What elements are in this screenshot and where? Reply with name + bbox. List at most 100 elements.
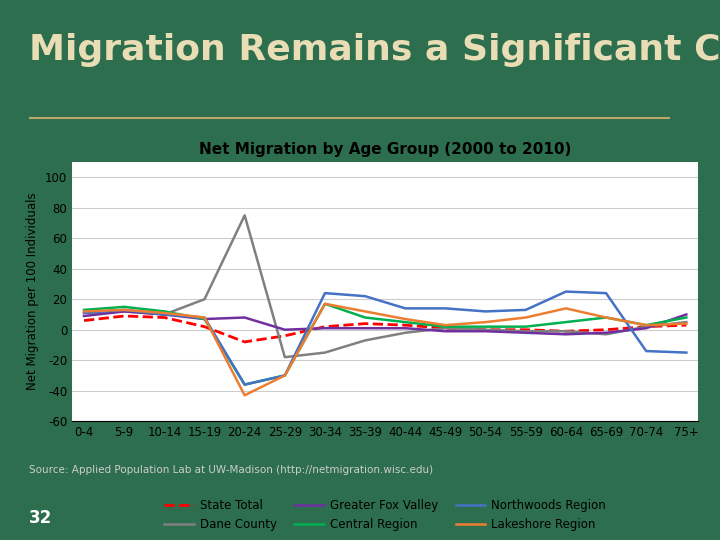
Northwoods Region bbox=[481, 308, 490, 315]
Northwoods Region bbox=[281, 372, 289, 379]
Lakeshore Region bbox=[361, 308, 369, 315]
Line: Northwoods Region: Northwoods Region bbox=[84, 292, 686, 384]
Northwoods Region bbox=[441, 305, 450, 312]
Northwoods Region bbox=[401, 305, 410, 312]
Lakeshore Region bbox=[602, 314, 611, 321]
Line: Central Region: Central Region bbox=[84, 304, 686, 384]
Dane County bbox=[401, 329, 410, 336]
Central Region bbox=[682, 314, 690, 321]
State Total bbox=[320, 323, 329, 330]
State Total bbox=[240, 339, 249, 345]
Text: 32: 32 bbox=[29, 509, 52, 528]
Dane County bbox=[682, 319, 690, 325]
Legend: State Total, Dane County, Greater Fox Valley, Central Region, Northwoods Region,: State Total, Dane County, Greater Fox Va… bbox=[160, 495, 611, 536]
Greater Fox Valley bbox=[240, 314, 249, 321]
Northwoods Region bbox=[80, 310, 89, 316]
Text: Source: Applied Population Lab at UW-Madison (http://netmigration.wisc.edu): Source: Applied Population Lab at UW-Mad… bbox=[29, 464, 433, 475]
Line: Dane County: Dane County bbox=[84, 215, 686, 357]
State Total bbox=[562, 328, 570, 334]
Central Region bbox=[642, 322, 651, 328]
Greater Fox Valley bbox=[361, 325, 369, 332]
Lakeshore Region bbox=[240, 392, 249, 399]
Greater Fox Valley bbox=[200, 316, 209, 322]
State Total bbox=[80, 318, 89, 324]
Lakeshore Region bbox=[682, 320, 690, 327]
Central Region bbox=[160, 308, 168, 315]
Central Region bbox=[521, 323, 530, 330]
Dane County bbox=[281, 354, 289, 360]
Central Region bbox=[602, 314, 611, 321]
State Total bbox=[682, 322, 690, 328]
Lakeshore Region bbox=[441, 322, 450, 328]
Northwoods Region bbox=[160, 311, 168, 318]
Northwoods Region bbox=[320, 290, 329, 296]
State Total bbox=[361, 320, 369, 327]
Central Region bbox=[401, 319, 410, 325]
Lakeshore Region bbox=[521, 314, 530, 321]
Central Region bbox=[320, 301, 329, 307]
Dane County bbox=[80, 310, 89, 316]
Lakeshore Region bbox=[120, 307, 128, 313]
Lakeshore Region bbox=[281, 372, 289, 379]
Central Region bbox=[281, 372, 289, 379]
Dane County bbox=[602, 331, 611, 338]
Greater Fox Valley bbox=[441, 328, 450, 334]
Central Region bbox=[80, 307, 89, 313]
Central Region bbox=[200, 316, 209, 322]
Lakeshore Region bbox=[320, 301, 329, 307]
Central Region bbox=[361, 314, 369, 321]
State Total bbox=[200, 323, 209, 330]
Lakeshore Region bbox=[80, 308, 89, 315]
Greater Fox Valley bbox=[602, 329, 611, 336]
Greater Fox Valley bbox=[481, 328, 490, 334]
Line: State Total: State Total bbox=[84, 316, 686, 342]
Northwoods Region bbox=[682, 349, 690, 356]
State Total bbox=[120, 313, 128, 319]
Line: Greater Fox Valley: Greater Fox Valley bbox=[84, 312, 686, 334]
Greater Fox Valley bbox=[521, 329, 530, 336]
Dane County bbox=[481, 327, 490, 333]
Greater Fox Valley bbox=[562, 331, 570, 338]
Greater Fox Valley bbox=[401, 325, 410, 332]
Northwoods Region bbox=[200, 314, 209, 321]
State Total bbox=[401, 322, 410, 328]
Central Region bbox=[120, 303, 128, 310]
Northwoods Region bbox=[602, 290, 611, 296]
State Total bbox=[521, 327, 530, 333]
Northwoods Region bbox=[562, 288, 570, 295]
Northwoods Region bbox=[642, 348, 651, 354]
Lakeshore Region bbox=[401, 316, 410, 322]
Dane County bbox=[160, 311, 168, 318]
Y-axis label: Net Migration per 100 Individuals: Net Migration per 100 Individuals bbox=[27, 193, 40, 390]
Lakeshore Region bbox=[642, 322, 651, 328]
State Total bbox=[642, 323, 651, 330]
Dane County bbox=[320, 349, 329, 356]
Text: Migration Remains a Significant Challenge: Migration Remains a Significant Challeng… bbox=[29, 33, 720, 68]
Line: Lakeshore Region: Lakeshore Region bbox=[84, 304, 686, 395]
Dane County bbox=[361, 337, 369, 343]
Dane County bbox=[120, 308, 128, 315]
Lakeshore Region bbox=[481, 319, 490, 325]
Northwoods Region bbox=[361, 293, 369, 299]
State Total bbox=[281, 333, 289, 339]
State Total bbox=[481, 327, 490, 333]
Central Region bbox=[562, 319, 570, 325]
Title: Net Migration by Age Group (2000 to 2010): Net Migration by Age Group (2000 to 2010… bbox=[199, 141, 572, 157]
Greater Fox Valley bbox=[281, 327, 289, 333]
Northwoods Region bbox=[521, 307, 530, 313]
Dane County bbox=[441, 325, 450, 332]
Greater Fox Valley bbox=[320, 325, 329, 332]
Lakeshore Region bbox=[200, 314, 209, 321]
Lakeshore Region bbox=[160, 310, 168, 316]
State Total bbox=[441, 325, 450, 332]
Lakeshore Region bbox=[562, 305, 570, 312]
Dane County bbox=[200, 296, 209, 302]
Central Region bbox=[240, 381, 249, 388]
Central Region bbox=[441, 323, 450, 330]
Northwoods Region bbox=[120, 307, 128, 313]
Greater Fox Valley bbox=[682, 311, 690, 318]
Greater Fox Valley bbox=[160, 311, 168, 318]
Northwoods Region bbox=[240, 381, 249, 388]
Dane County bbox=[521, 328, 530, 334]
Dane County bbox=[240, 212, 249, 219]
